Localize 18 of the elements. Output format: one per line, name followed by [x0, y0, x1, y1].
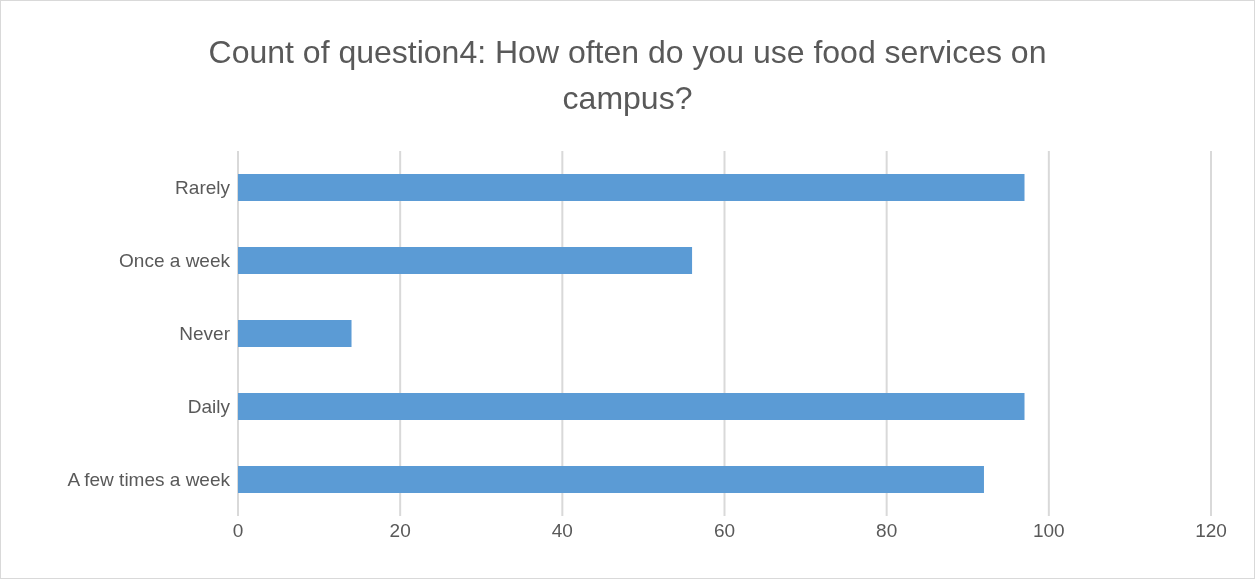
bar: [238, 320, 352, 347]
bar: [238, 174, 1025, 201]
x-tick-label: 0: [232, 520, 244, 542]
y-tick-label: Daily: [187, 396, 231, 418]
bar: [238, 466, 984, 493]
chart-title: Count of question4: How often do you use food services on campus?: [207, 33, 1048, 118]
y-tick-label: Rarely: [175, 177, 231, 199]
x-tick-label: 80: [876, 520, 898, 542]
bar: [238, 393, 1025, 420]
bar: [238, 247, 693, 274]
x-tick-label: 100: [1032, 520, 1065, 542]
x-tick-label: 60: [713, 520, 736, 542]
y-tick-label: A few times a week: [67, 469, 231, 491]
x-tick-label: 20: [389, 520, 411, 542]
x-tick-label: 120: [1195, 520, 1227, 542]
x-tick-label: 40: [551, 520, 573, 542]
y-tick-label: Never: [179, 323, 231, 345]
y-tick-label: Once a week: [119, 250, 231, 272]
